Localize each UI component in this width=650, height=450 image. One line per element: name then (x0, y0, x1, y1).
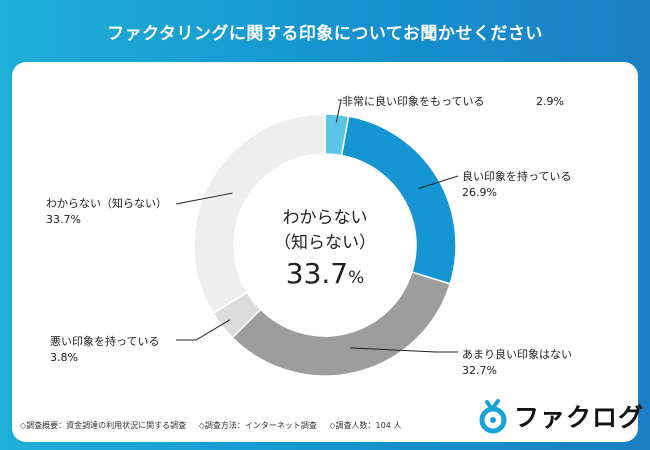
brand-mark-icon (479, 399, 507, 434)
footnote-method: ◇調査方法：インターネット調査 (198, 421, 317, 430)
leader-line-1 (418, 175, 459, 190)
value-good: 26.9% (462, 186, 497, 199)
value-not-good: 32.7% (462, 364, 497, 377)
center-value-number: 33.7 (286, 257, 348, 290)
value-bad: 3.8% (50, 351, 78, 364)
donut-slice-1 (340, 115, 457, 285)
brand-logo: ファクログ (478, 398, 644, 434)
footnote-overview: ◇調査概要：資金調達の利用状況に関する調査 (20, 421, 187, 430)
label-unknown: わからない（知らない） (46, 196, 167, 210)
donut-slice-4 (193, 113, 326, 315)
leader-line-3 (176, 319, 231, 341)
leader-lines (175, 99, 459, 353)
leader-line-0 (335, 99, 342, 123)
center-label-line1: わからない (283, 208, 368, 228)
label-good: 良い印象を持っている (462, 169, 571, 183)
leader-line-4 (175, 192, 233, 205)
center-label-line2: （知らない） (274, 233, 376, 253)
value-unknown: 33.7% (46, 213, 81, 226)
center-value: 33.7% (286, 257, 365, 290)
title-banner: ファクタリングに関する印象についてお聞かせください (0, 0, 650, 62)
label-very-good: 非常に良い印象をもっている (342, 94, 484, 108)
brand-name: ファクログ (514, 403, 645, 432)
label-bad: 悪い印象を持っている (50, 334, 159, 348)
survey-footnote: ◇調査概要：資金調達の利用状況に関する調査 ◇調査方法：インターネット調査 ◇調… (20, 420, 411, 431)
label-not-good: あまり良い印象はない (462, 347, 572, 361)
value-very-good: 2.9% (536, 95, 564, 108)
page-title: ファクタリングに関する印象についてお聞かせください (107, 23, 543, 44)
footnote-respondents: ◇調査人数：104 人 (329, 421, 402, 430)
center-value-unit: % (348, 268, 364, 288)
leader-line-2 (350, 347, 458, 353)
